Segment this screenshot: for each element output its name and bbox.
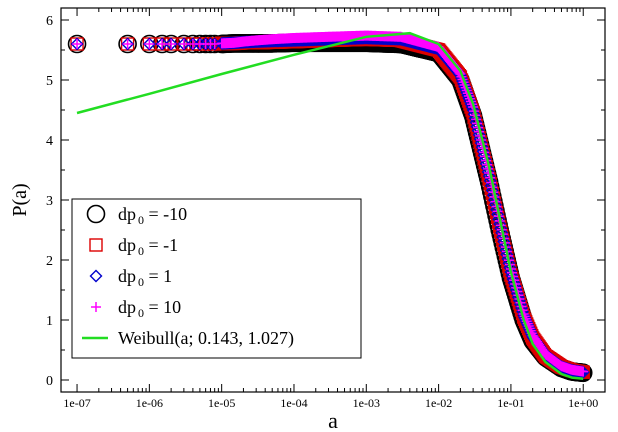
x-tick-label: 1e-01 xyxy=(497,396,524,410)
data-point xyxy=(177,37,191,51)
legend-label: dp 0 = 10 xyxy=(118,297,181,320)
legend-entry: dp 0 = 10 xyxy=(91,297,181,320)
data-point xyxy=(157,39,168,49)
y-tick-label: 1 xyxy=(46,314,53,329)
legend-entry: dp 0 = -10 xyxy=(86,204,187,227)
x-tick-label: 1e-02 xyxy=(425,396,452,410)
legend: dp 0 = -10 dp 0 = -1 dp 0 = 1 dp 0 = 10 Weibull(… xyxy=(71,198,362,359)
legend-marker xyxy=(89,269,103,283)
data-point xyxy=(464,97,478,111)
x-tick-label: 1e-07 xyxy=(63,396,90,410)
data-point xyxy=(578,366,589,377)
x-tick-label: 1e-05 xyxy=(208,396,235,410)
legend-entry: dp 0 = -1 xyxy=(89,235,178,258)
data-point xyxy=(178,39,189,49)
data-point xyxy=(144,39,155,49)
legend-label: Weibull(a; 0.143, 1.027) xyxy=(118,328,294,349)
x-tick-label: 1e-04 xyxy=(280,396,307,410)
data-point xyxy=(504,265,518,279)
axis-ticks: 1e-07 1e-06 1e-05 1e-04 1e-03 1e-02 1e-01 1e+00… xyxy=(46,8,606,410)
data-point xyxy=(67,34,87,54)
data-point xyxy=(505,269,519,283)
legend-entry: dp 0 = 1 xyxy=(89,266,172,289)
x-tick-label: 1e-03 xyxy=(353,396,380,410)
data-point xyxy=(70,37,84,51)
y-tick-label: 3 xyxy=(46,194,53,209)
data-point xyxy=(121,37,135,51)
y-tick-label: 6 xyxy=(46,14,53,29)
y-axis-title: P(a) xyxy=(9,183,31,216)
x-tick-label: 1e-06 xyxy=(136,396,163,410)
y-tick-label: 4 xyxy=(46,134,53,149)
data-point xyxy=(72,39,83,49)
data-marks xyxy=(67,30,593,383)
legend-label: dp 0 = -10 xyxy=(118,204,187,227)
y-tick-label: 0 xyxy=(46,374,53,389)
weibull-fit-line xyxy=(76,31,584,381)
legend-marker xyxy=(89,238,103,252)
x-tick-label: 1e+00 xyxy=(568,396,598,410)
data-point xyxy=(199,37,213,51)
data-point xyxy=(465,100,479,114)
legend-entry: Weibull(a; 0.143, 1.027) xyxy=(82,328,294,349)
data-point xyxy=(142,37,156,51)
data-point xyxy=(164,37,178,51)
legend-label: dp 0 = 1 xyxy=(118,266,172,289)
x-axis-title: a xyxy=(328,408,338,432)
data-point xyxy=(193,37,207,51)
legend-label: dp 0 = -1 xyxy=(118,235,178,258)
data-point xyxy=(122,39,133,49)
legend-marker xyxy=(86,204,106,224)
data-point xyxy=(155,37,169,51)
y-tick-label: 5 xyxy=(46,74,53,89)
data-point xyxy=(118,34,137,54)
legend-box xyxy=(71,198,362,359)
legend-marker xyxy=(91,302,101,312)
y-tick-label: 2 xyxy=(46,254,53,269)
data-point xyxy=(166,39,177,49)
